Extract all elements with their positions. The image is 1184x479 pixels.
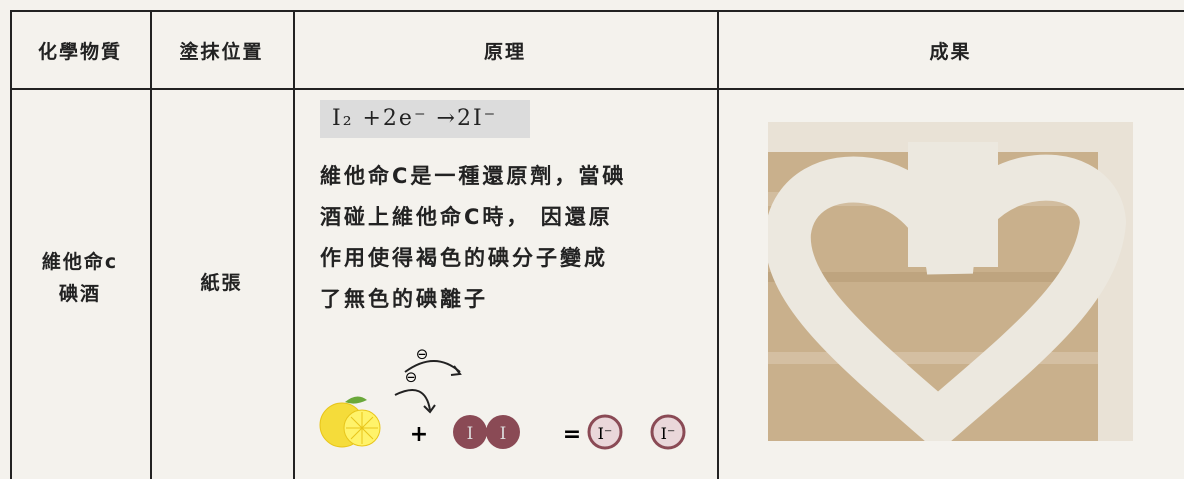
photo-stripe <box>768 272 1133 282</box>
diagram: ⊖ ⊖ + I I = I⁻ I⁻ <box>319 345 686 450</box>
table-border <box>10 10 12 479</box>
text-line: 了無色的碘離子 <box>320 287 488 311</box>
equals: = <box>563 422 581 447</box>
plus: + <box>410 422 428 447</box>
arrow <box>394 389 431 411</box>
heart-top <box>908 142 998 267</box>
atom <box>453 415 487 449</box>
electron: ⊖ <box>416 345 429 363</box>
cell: 紙張 <box>200 272 243 294</box>
electron: ⊖ <box>405 368 418 386</box>
ion <box>587 414 623 450</box>
header-cell: 原理 <box>483 41 526 63</box>
text-line: 維他命C是一種還原劑，當碘 <box>320 164 627 188</box>
cell: 維他命c 碘酒 <box>10 246 150 310</box>
result-photo <box>768 122 1133 441</box>
header-cell: 塗抹位置 <box>179 41 264 63</box>
equation: I₂ +2e⁻ →2I⁻ <box>320 100 530 138</box>
header-cell: 化學物質 <box>37 41 122 63</box>
ion <box>650 414 686 450</box>
table-border <box>10 88 1184 90</box>
table-border <box>10 10 1184 12</box>
arrow-head <box>450 365 462 376</box>
table-border <box>717 10 719 479</box>
cell-line: 維他命c <box>41 251 119 273</box>
cell-line: 碘酒 <box>58 283 101 305</box>
table-border <box>150 10 152 479</box>
text-line: 作用使得褐色的碘分子變成 <box>320 246 608 270</box>
arrow-head <box>423 404 436 414</box>
header-cell: 成果 <box>929 41 972 63</box>
atom-label: I <box>467 424 474 444</box>
atom <box>486 415 520 449</box>
photo-stripe <box>768 352 1133 364</box>
atom-label: I <box>500 424 507 444</box>
principle-text: 維他命C是一種還原劑，當碘 酒碰上維他命C時， 因還原 作用使得褐色的碘分子變成… <box>320 156 626 320</box>
text-line: 酒碰上維他命C時， 因還原 <box>320 205 613 229</box>
lemon-segments <box>346 412 378 444</box>
ion-label: I⁻ <box>661 424 676 443</box>
leaf <box>345 396 367 404</box>
table-border <box>293 10 295 479</box>
heart <box>768 154 1127 441</box>
ion-label: I⁻ <box>598 424 613 443</box>
